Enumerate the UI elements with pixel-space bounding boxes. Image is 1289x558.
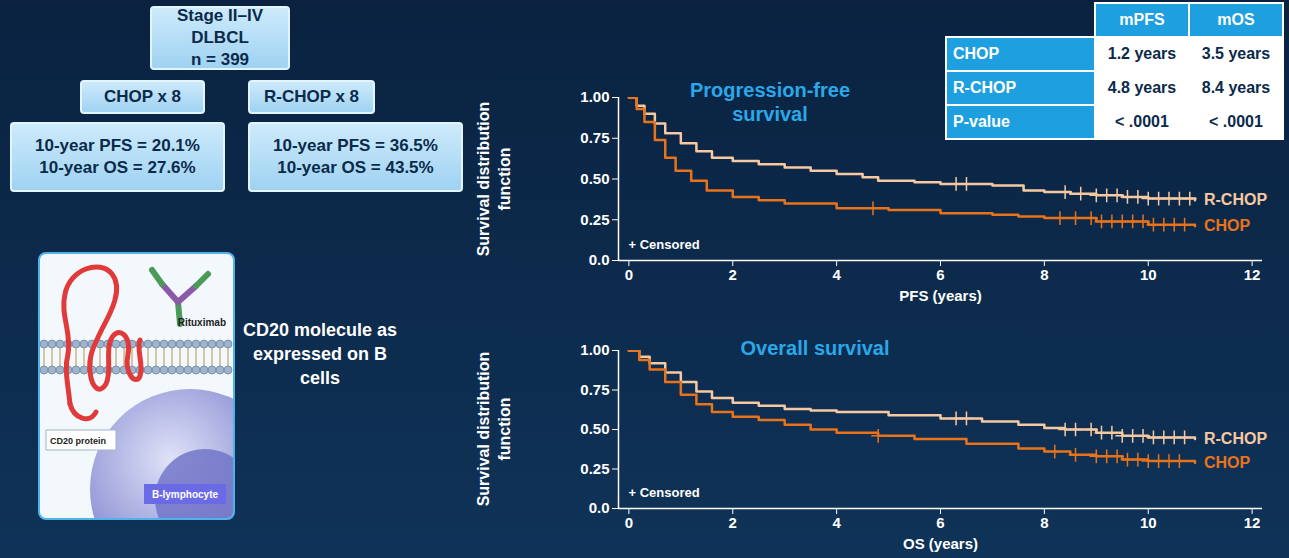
svg-text:6: 6 — [936, 514, 944, 531]
html-text:4.8 years: 4.8 years — [1107, 79, 1177, 96]
svg-text:0.50: 0.50 — [580, 170, 609, 187]
html-text:1.2 years: 1.2 years — [1107, 45, 1177, 62]
html-text:CHOP x 8: CHOP x 8 — [103, 87, 182, 106]
svg-text:0.75: 0.75 — [580, 381, 609, 398]
svg-text:CHOP: CHOP — [1204, 454, 1251, 471]
svg-text:+ Censored: + Censored — [629, 485, 700, 500]
html-text:P-value: P-value — [953, 113, 1010, 130]
svg-text:0.25: 0.25 — [580, 211, 609, 228]
html-text:Survival distribution function: Survival distribution function — [475, 351, 513, 507]
html-text:3.5 years: 3.5 years — [1201, 45, 1271, 62]
svg-text:+ Censored: + Censored — [629, 237, 700, 252]
svg-text:6: 6 — [936, 266, 944, 283]
html-text:< .0001: < .0001 — [1115, 113, 1169, 130]
html-text:10-year OS = 27.6%: 10-year OS = 27.6% — [39, 158, 196, 177]
svg-text:0.0: 0.0 — [589, 499, 610, 516]
html-text:mOS: mOS — [1217, 11, 1255, 28]
html-text:8.4 years: 8.4 years — [1201, 79, 1271, 96]
svg-text:0.75: 0.75 — [580, 129, 609, 146]
svg-text:0: 0 — [625, 266, 633, 283]
svg-text:10: 10 — [1140, 514, 1157, 531]
html-text:10-year PFS = 20.1%: 10-year PFS = 20.1% — [35, 136, 200, 155]
html-text:R-CHOP x 8: R-CHOP x 8 — [263, 87, 359, 106]
svg-text:CHOP: CHOP — [1204, 217, 1251, 234]
svg-text:2: 2 — [729, 266, 737, 283]
svg-text:PFS (years): PFS (years) — [899, 287, 982, 304]
svg-text:CD20 protein: CD20 protein — [50, 436, 106, 446]
html-text:n = 399: n = 399 — [190, 50, 250, 69]
svg-text:OS (years): OS (years) — [903, 535, 978, 552]
svg-text:4: 4 — [832, 514, 841, 531]
svg-text:0.0: 0.0 — [589, 251, 610, 268]
svg-text:Rituximab: Rituximab — [178, 317, 226, 328]
svg-text:1.00: 1.00 — [580, 88, 609, 105]
svg-text:4: 4 — [832, 266, 841, 283]
html-text:10-year PFS = 36.5%: 10-year PFS = 36.5% — [273, 136, 438, 155]
svg-text:2: 2 — [729, 514, 737, 531]
html-text:CD20 molecule as expressed on: CD20 molecule as expressed on B cells — [243, 320, 397, 388]
svg-text:0.25: 0.25 — [580, 460, 609, 477]
svg-text:10: 10 — [1140, 266, 1157, 283]
svg-text:8: 8 — [1040, 514, 1048, 531]
svg-text:12: 12 — [1244, 514, 1261, 531]
svg-text:R-CHOP: R-CHOP — [1204, 191, 1267, 208]
html-text:R-CHOP: R-CHOP — [953, 79, 1017, 96]
html-text:Stage II–IV DLBCL: Stage II–IV DLBCL — [177, 6, 263, 47]
html-text:Progression-free survival: Progression-free survival — [690, 79, 850, 125]
svg-text:0: 0 — [625, 514, 633, 531]
svg-text:R-CHOP: R-CHOP — [1204, 430, 1267, 447]
svg-text:12: 12 — [1244, 266, 1261, 283]
svg-text:8: 8 — [1040, 266, 1048, 283]
svg-text:0.50: 0.50 — [580, 420, 609, 437]
html-text:Survival distribution function: Survival distribution function — [475, 101, 513, 256]
svg-text:1.00: 1.00 — [580, 341, 609, 358]
svg-text:B-lymphocyte: B-lymphocyte — [152, 489, 219, 500]
html-text:CHOP: CHOP — [953, 45, 1000, 62]
html-text:mPFS: mPFS — [1119, 11, 1165, 28]
html-text:< .0001: < .0001 — [1209, 113, 1263, 130]
html-text:Overall survival: Overall survival — [740, 337, 890, 359]
html-text:10-year OS = 43.5%: 10-year OS = 43.5% — [277, 158, 434, 177]
